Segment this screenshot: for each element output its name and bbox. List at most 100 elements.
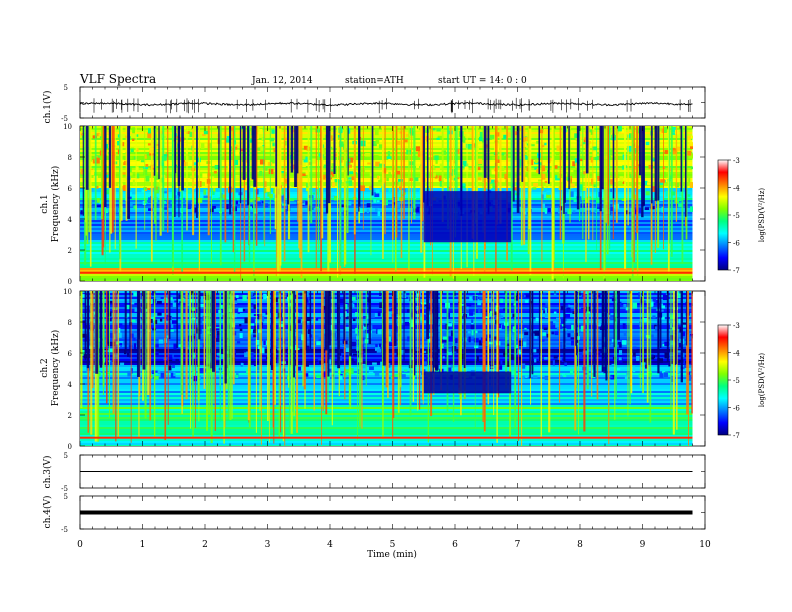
spectrogram-cell (95, 157, 100, 164)
spectrogram-cell (189, 299, 195, 303)
y-tick-label: -5 (61, 526, 68, 534)
spectrogram-cell (88, 370, 92, 377)
spectrogram-cell (370, 313, 375, 318)
spectrogram-cell (610, 343, 615, 347)
spectrogram-row (80, 405, 693, 407)
spectrogram-streak (456, 126, 458, 220)
spectrogram-cell (567, 333, 571, 338)
spectrogram-cell (244, 185, 248, 191)
spectrogram-cell (546, 193, 552, 198)
spectrogram-streak (89, 126, 92, 267)
spectrogram-row (80, 168, 693, 170)
spectrogram-streak (608, 291, 610, 445)
spectrogram-dropout (129, 291, 131, 358)
spectrogram-cell (226, 204, 229, 210)
ch1-spectrogram (80, 126, 693, 281)
spectrogram-cell (145, 175, 150, 182)
spectrogram-cell (398, 178, 403, 182)
y-tick-label: 4 (68, 216, 73, 224)
spectrogram-streak (668, 126, 670, 244)
spectrogram-cell (365, 153, 371, 157)
spectrogram-dropout (538, 126, 541, 175)
spectrogram-cell (144, 154, 147, 159)
spectrogram-cell (637, 184, 640, 190)
spectrogram-cell (337, 184, 341, 190)
spectrogram-cell (157, 370, 161, 375)
x-tick-label: 5 (390, 540, 396, 550)
spectrogram-cell (154, 351, 159, 357)
spectrogram-cell (151, 291, 155, 296)
spectrogram-cell (123, 350, 127, 355)
spectrogram-cell (672, 330, 678, 335)
spectrogram-cell (568, 130, 574, 137)
spectrogram-row (80, 212, 693, 214)
spectrogram-cell (544, 356, 548, 360)
spectrogram-cell (132, 190, 136, 195)
spectrogram-streak (162, 126, 165, 232)
spectrogram-cell (450, 364, 453, 368)
spectrogram-cell (480, 337, 484, 343)
spectrogram-row (80, 441, 693, 443)
spectrogram-cell (623, 331, 627, 337)
spectrogram-cell (363, 316, 367, 319)
colorbar-tick-label: -3 (733, 322, 740, 330)
spectrogram-cell (348, 180, 353, 186)
spectrogram-row (80, 126, 693, 128)
spectrogram-dropout (85, 126, 89, 190)
spectrogram-cell (236, 144, 239, 148)
spectrogram-cell (469, 296, 474, 301)
spectrogram-cell (572, 210, 576, 213)
spectrogram-cell (518, 334, 524, 339)
spectrogram-streak (255, 126, 258, 246)
spectrogram-cell (541, 208, 546, 213)
spectrogram-row (80, 184, 693, 186)
spectrogram-dropout (576, 291, 578, 356)
y-tick-label: 0 (68, 278, 72, 286)
spectrogram-cell (467, 133, 470, 137)
spectrogram-cell (475, 330, 478, 334)
spectrogram-cell (520, 376, 525, 379)
spectrogram-row (80, 429, 693, 431)
spectrogram-streak (459, 291, 462, 400)
spectrogram-cell (193, 126, 198, 131)
spectrogram-cell (248, 180, 254, 185)
spectrogram-cell (533, 182, 539, 187)
spectrogram-cell (583, 370, 589, 374)
spectrogram-cell (467, 144, 472, 150)
spectrogram-streak (675, 126, 678, 222)
spectrogram-streak (197, 291, 200, 401)
spectrogram-cell (222, 194, 225, 199)
spectrogram-cell (553, 355, 559, 359)
spectrogram-cell (208, 166, 212, 171)
spectrogram-cell (592, 146, 597, 151)
spectrogram-cell (306, 298, 309, 303)
spectrogram-cell (123, 177, 128, 182)
spectrogram-cell (462, 160, 467, 165)
spectrogram-streak (186, 126, 188, 231)
spectrogram-streak (409, 291, 412, 416)
spectrogram-cell (610, 375, 613, 379)
spectrogram-cell (268, 168, 274, 175)
spectrogram-cell (388, 311, 392, 314)
spectrogram-streak (672, 291, 675, 435)
spectrogram-cell (349, 171, 354, 175)
spectrogram-streak (147, 291, 150, 395)
spectrogram-cell (264, 203, 269, 208)
spectrogram-cell (650, 334, 654, 339)
y-tick-label: -5 (61, 485, 68, 493)
spectrogram-row (80, 166, 693, 168)
ch4-voltage-label: ch.4(V) (42, 496, 53, 529)
spectrogram-cell (169, 329, 174, 332)
spectrogram-streak (325, 291, 328, 415)
ch3-voltage-label: ch.3(V) (42, 456, 53, 489)
spectrogram-streak (614, 291, 616, 420)
spectrogram-dropout (460, 126, 463, 216)
spectrogram-cell (659, 372, 664, 379)
spectrogram-cell (118, 343, 123, 346)
colorbar-tick-label: -6 (733, 240, 740, 248)
spectrogram-cell (351, 341, 356, 347)
spectrogram-cell (117, 141, 120, 146)
colorbar-tick-label: -5 (733, 212, 740, 220)
spectrogram-cell (127, 370, 132, 377)
spectrogram-cell (682, 324, 687, 328)
